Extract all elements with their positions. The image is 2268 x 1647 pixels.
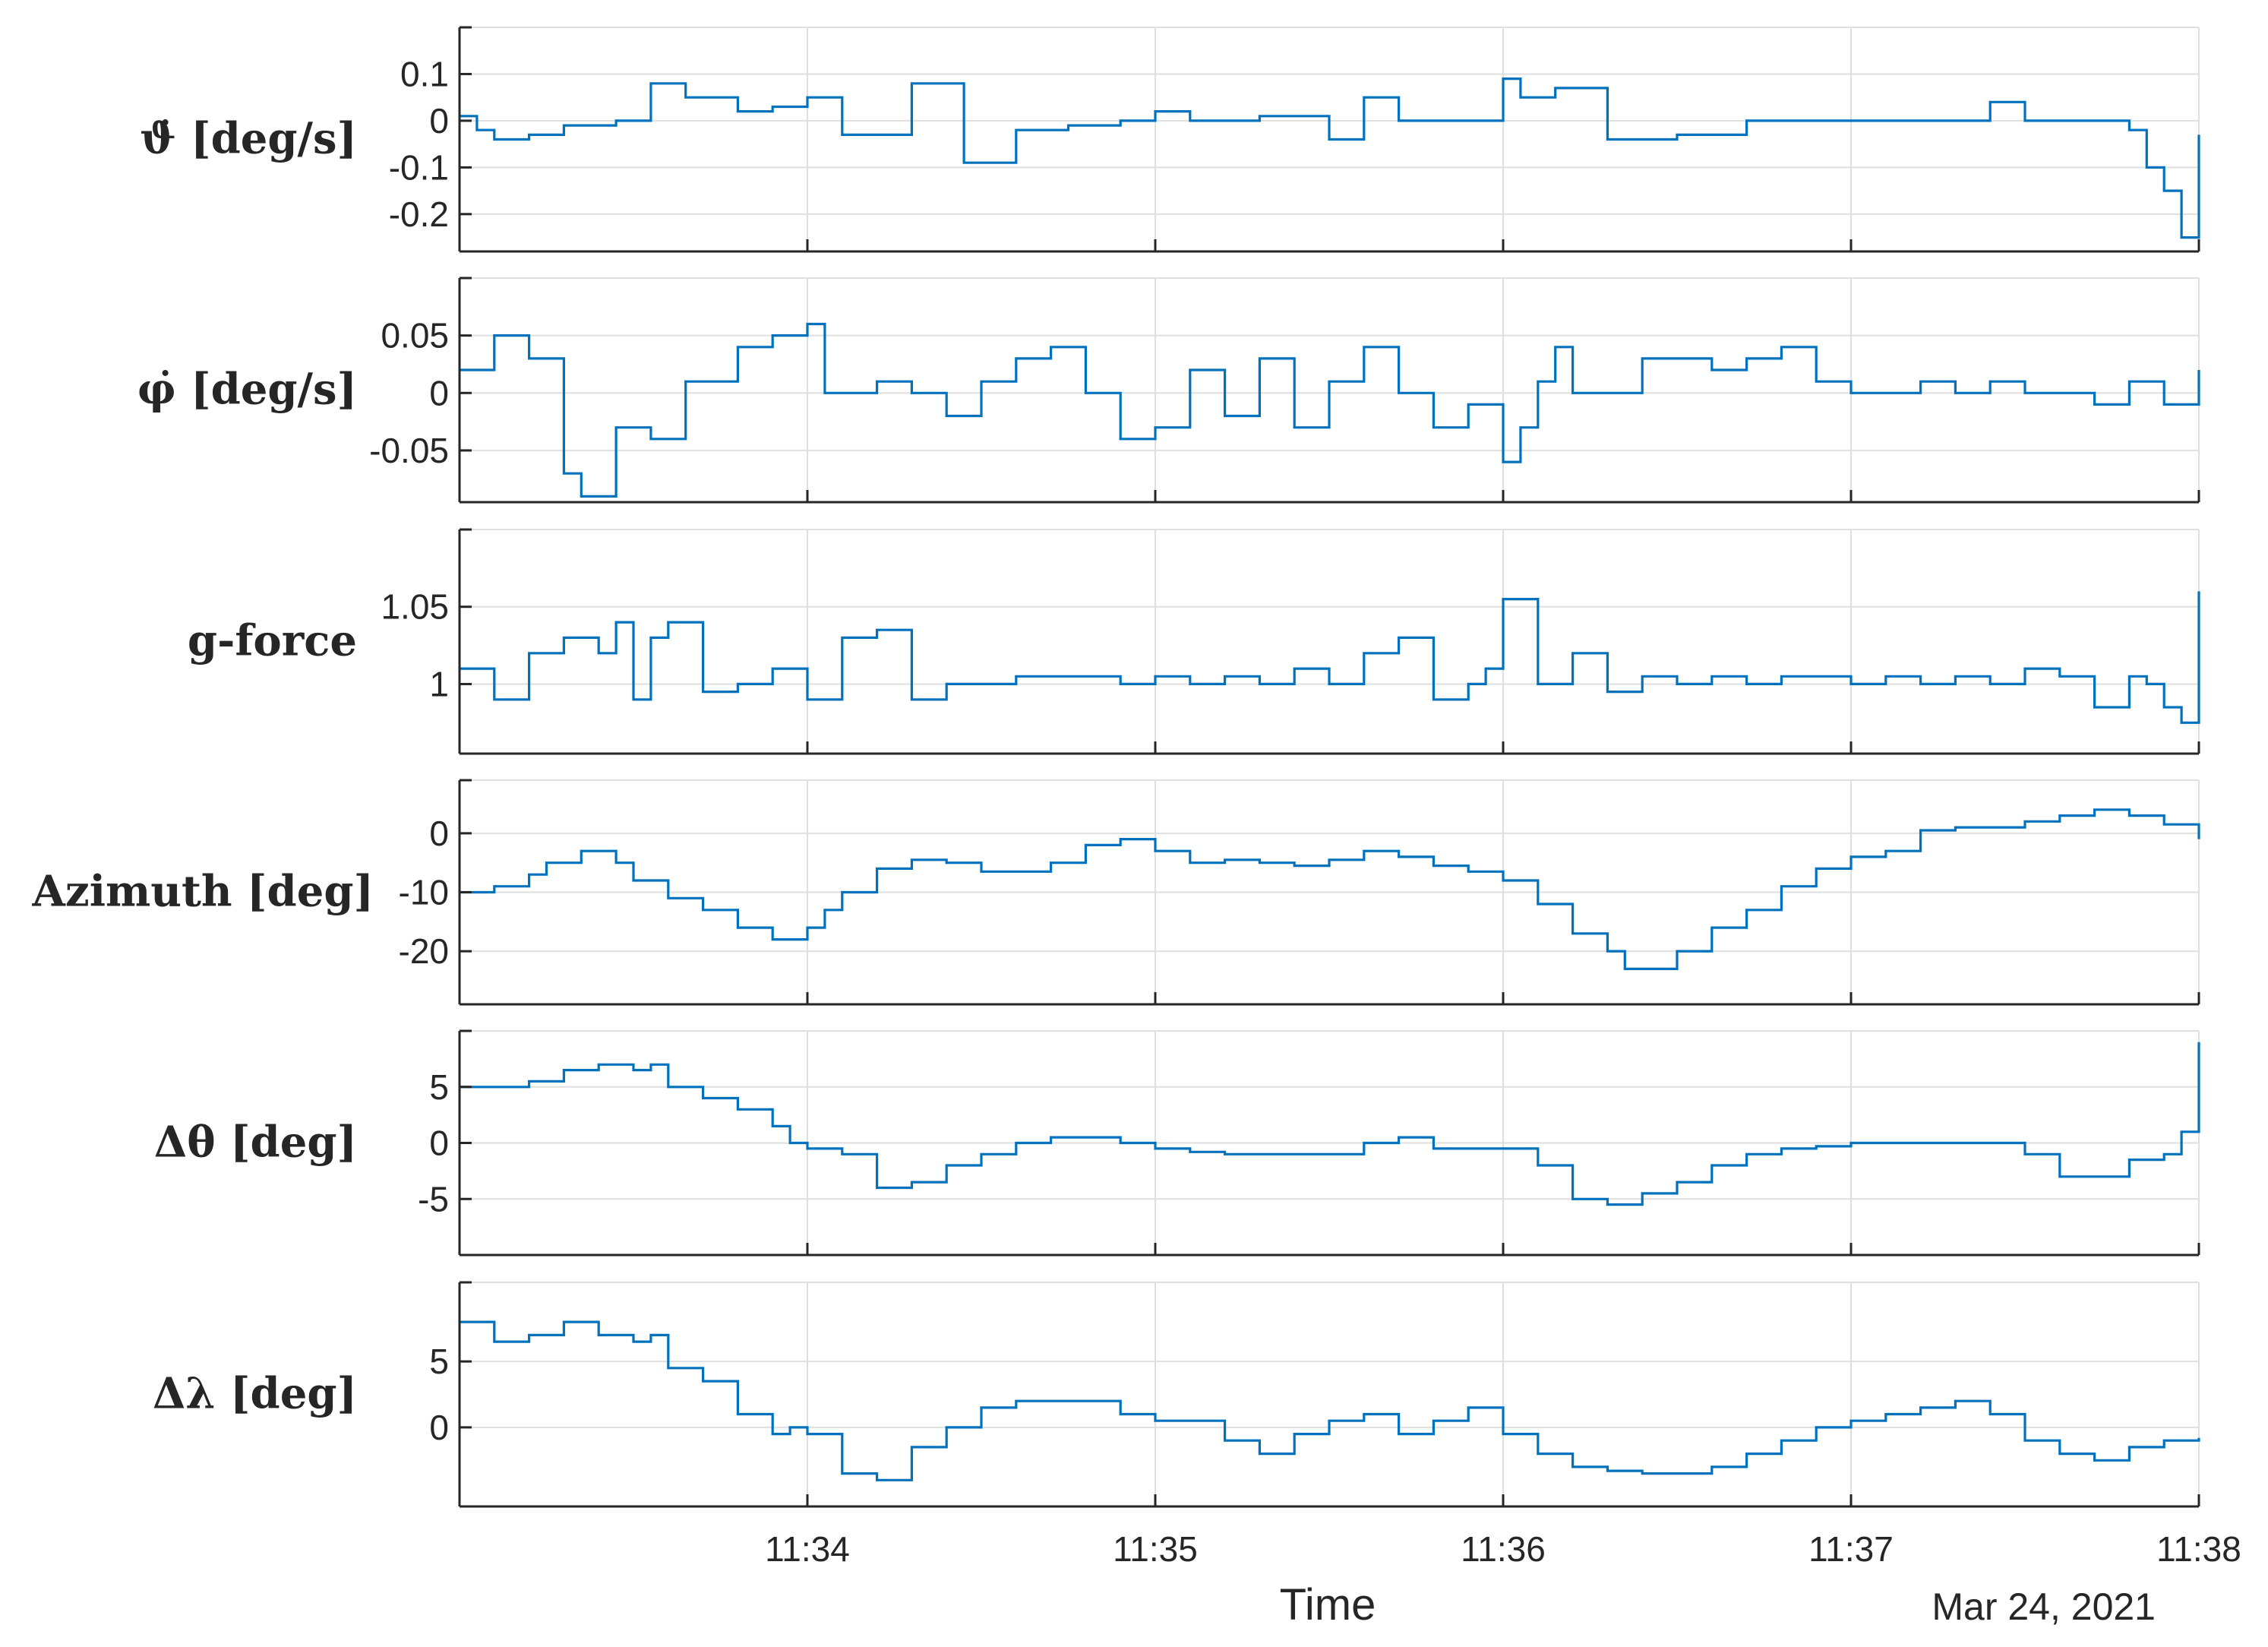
x-tick-labels: 11:34 11:35 11:36 11:37 11:38 — [765, 1529, 2241, 1569]
y-axis-label-azimuth: Azimuth [deg] — [31, 867, 374, 917]
chart-panels: 0.1 0 -0.1 -0.2 ϑ̇ [deg/s] 0.05 0 -0.05 φ̇ [deg/… — [31, 26, 2241, 1569]
y-tick-label: 0 — [429, 1408, 449, 1447]
y-tick-label: 0 — [429, 101, 449, 141]
panel-delta-theta: 5 0 -5 Δθ [deg] — [154, 1029, 2200, 1257]
y-axis-label-pitch-rate: ϑ̇ [deg/s] — [140, 114, 357, 164]
series-line-delta-theta — [460, 1042, 2200, 1206]
y-tick-label: -10 — [399, 873, 449, 912]
date-label: Mar 24, 2021 — [1932, 1585, 2156, 1628]
y-tick-label: 0 — [429, 373, 449, 413]
y-tick-label: 5 — [429, 1067, 449, 1107]
x-axis-label: Time — [1280, 1580, 1376, 1630]
plot-area — [460, 1282, 2199, 1506]
x-tick-label: 11:34 — [765, 1529, 850, 1569]
panel-delta-lambda: 5 0 Δλ [deg] — [153, 1281, 2200, 1508]
y-axis-label-delta-lambda: Δλ [deg] — [153, 1369, 357, 1419]
panel-g-force: 1.05 1 g-force — [188, 528, 2200, 755]
series-line-pitch-rate — [460, 77, 2200, 239]
y-tick-label: -5 — [418, 1179, 449, 1219]
series-line-g-force — [460, 591, 2200, 724]
y-tick-label: -0.2 — [389, 194, 449, 234]
panel-roll-rate: 0.05 0 -0.05 φ̇ [deg/s] — [137, 277, 2200, 504]
plot-area — [460, 530, 2199, 754]
x-tick-label: 11:36 — [1461, 1529, 1546, 1569]
y-tick-label: -20 — [399, 931, 449, 971]
y-tick-label: 5 — [429, 1342, 449, 1381]
x-tick-label: 11:35 — [1113, 1529, 1198, 1569]
panel-azimuth: 0 -10 -20 Azimuth [deg] — [31, 779, 2200, 1006]
y-axis-label-g-force: g-force — [188, 616, 357, 666]
y-axis-label-roll-rate: φ̇ [deg/s] — [137, 365, 357, 415]
y-tick-label: -0.1 — [389, 147, 449, 187]
y-tick-label: 0.05 — [381, 316, 449, 356]
panel-pitch-rate: 0.1 0 -0.1 -0.2 ϑ̇ [deg/s] — [140, 26, 2200, 253]
y-tick-label: -0.05 — [369, 431, 449, 470]
y-tick-label: 0 — [429, 814, 449, 853]
series-line-delta-lambda — [460, 1320, 2200, 1481]
y-tick-label: 1 — [429, 664, 449, 703]
series-line-azimuth — [460, 808, 2200, 970]
y-axis-label-delta-theta: Δθ [deg] — [154, 1117, 357, 1168]
y-tick-label: 0.1 — [400, 54, 449, 93]
series-line-roll-rate — [460, 322, 2200, 498]
x-tick-label: 11:38 — [2156, 1529, 2241, 1569]
y-tick-label: 0 — [429, 1124, 449, 1163]
y-tick-label: 1.05 — [381, 587, 449, 627]
x-tick-label: 11:37 — [1808, 1529, 1894, 1569]
